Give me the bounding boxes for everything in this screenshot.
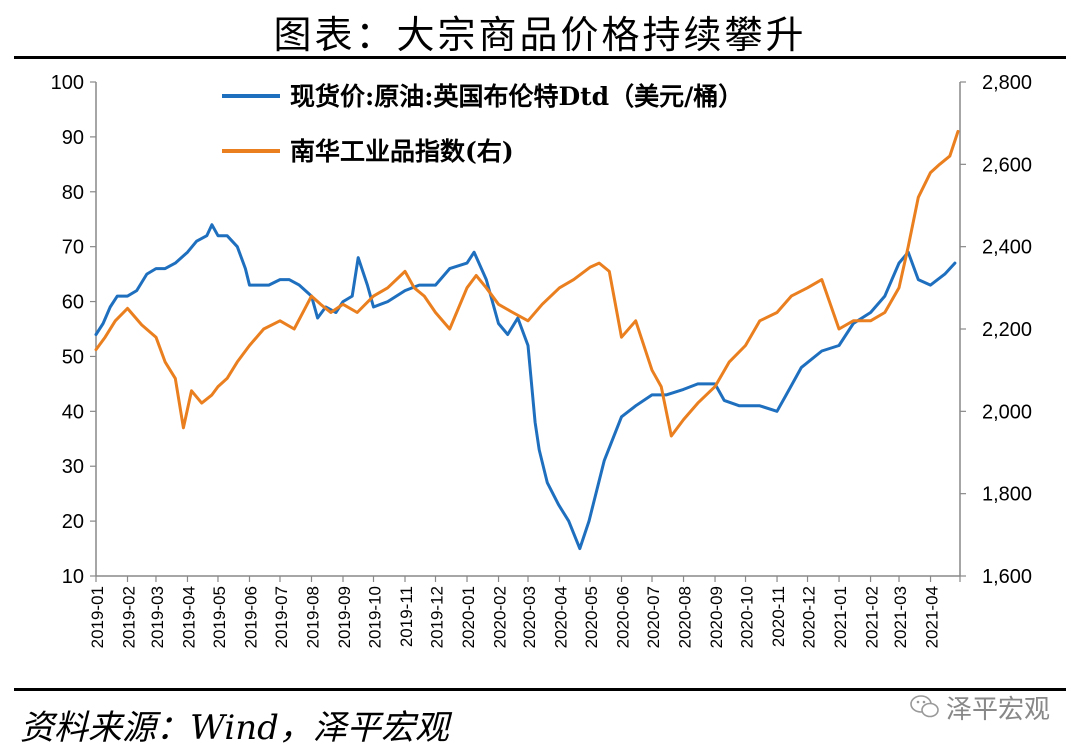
chart-series-layer	[94, 129, 960, 551]
y-right-tick-label: 2,600	[982, 154, 1032, 176]
x-tick-label: 2020-01	[459, 586, 478, 648]
x-tick-label: 2020-08	[676, 586, 695, 648]
x-tick-label: 2020-10	[738, 586, 757, 648]
y-left-tick-label: 60	[62, 292, 84, 314]
y-left-tick-label: 70	[62, 237, 84, 259]
y-right-tick-label: 1,800	[982, 484, 1032, 506]
x-tick-label: 2019-05	[210, 586, 229, 648]
x-tick-label: 2020-05	[582, 586, 601, 648]
y-right-tick-label: 2,400	[982, 237, 1032, 259]
x-tick-label: 2020-04	[552, 586, 571, 648]
x-tick-label: 2020-02	[491, 586, 510, 648]
x-tick-label: 2020-09	[707, 586, 726, 648]
y-right-tick-label: 1,600	[982, 566, 1032, 588]
x-tick-label: 2020-07	[644, 586, 663, 648]
y-right-tick-label: 2,000	[982, 401, 1032, 423]
series-line-1	[94, 223, 957, 551]
series-line-2	[94, 129, 960, 438]
x-tick-label: 2019-02	[120, 586, 139, 648]
x-tick-label: 2020-12	[800, 586, 819, 648]
x-tick-label: 2019-06	[241, 586, 260, 648]
x-tick-label: 2019-08	[303, 586, 322, 648]
source-note: 资料来源：Wind，泽平宏观	[20, 708, 449, 748]
x-tick-label: 2019-03	[148, 586, 167, 648]
legend-label-1: 现货价:原油:英国布伦特Dtd（美元/桶）	[290, 82, 743, 111]
y-left-tick-label: 30	[62, 456, 84, 478]
x-tick-label: 2019-11	[397, 586, 416, 647]
x-tick-label: 2019-01	[88, 586, 107, 648]
x-tick-label: 2021-02	[863, 586, 882, 648]
x-tick-label: 2020-03	[520, 586, 539, 648]
y-left-tick-label: 90	[62, 127, 84, 149]
x-tick-label: 2019-10	[365, 586, 384, 648]
y-left-tick-label: 100	[51, 72, 84, 94]
bottom-rule	[14, 688, 1066, 691]
x-tick-label: 2019-12	[428, 586, 447, 648]
x-tick-label: 2019-09	[335, 586, 354, 648]
y-left-tick-label: 50	[62, 346, 84, 368]
y-right-tick-label: 2,200	[982, 319, 1032, 341]
chart: 10 20 30 40 50 60 70 80 90 100 1,600 1,800 2,000 2,20…	[51, 72, 1032, 648]
page-title: 图表：大宗商品价格持续攀升	[273, 13, 807, 57]
y-left-tick-label: 20	[62, 511, 84, 533]
wechat-icon	[910, 695, 939, 718]
x-tick-label: 2019-07	[272, 586, 291, 648]
legend-label-2: 南华工业品指数(右)	[290, 137, 514, 166]
y-left-tick-label: 80	[62, 182, 84, 204]
x-tick-label: 2021-04	[923, 586, 942, 648]
watermark-text: 泽平宏观	[946, 694, 1051, 725]
x-tick-label: 2021-01	[831, 586, 850, 648]
x-tick-label: 2020-11	[769, 586, 788, 647]
x-tick-label: 2019-04	[179, 586, 198, 648]
x-tick-label: 2020-06	[614, 586, 633, 648]
y-left-tick-label: 40	[62, 401, 84, 423]
top-rule	[14, 56, 1066, 59]
watermark: 泽平宏观	[910, 690, 1051, 725]
y-right-tick-label: 2,800	[982, 72, 1032, 94]
chart-legend: 现货价:原油:英国布伦特Dtd（美元/桶） 南华工业品指数(右)	[222, 82, 743, 166]
x-tick-label: 2021-03	[891, 586, 910, 648]
y-left-tick-label: 10	[62, 566, 84, 588]
chart-axes: 10 20 30 40 50 60 70 80 90 100 1,600 1,800 2,000 2,20…	[51, 72, 1032, 648]
